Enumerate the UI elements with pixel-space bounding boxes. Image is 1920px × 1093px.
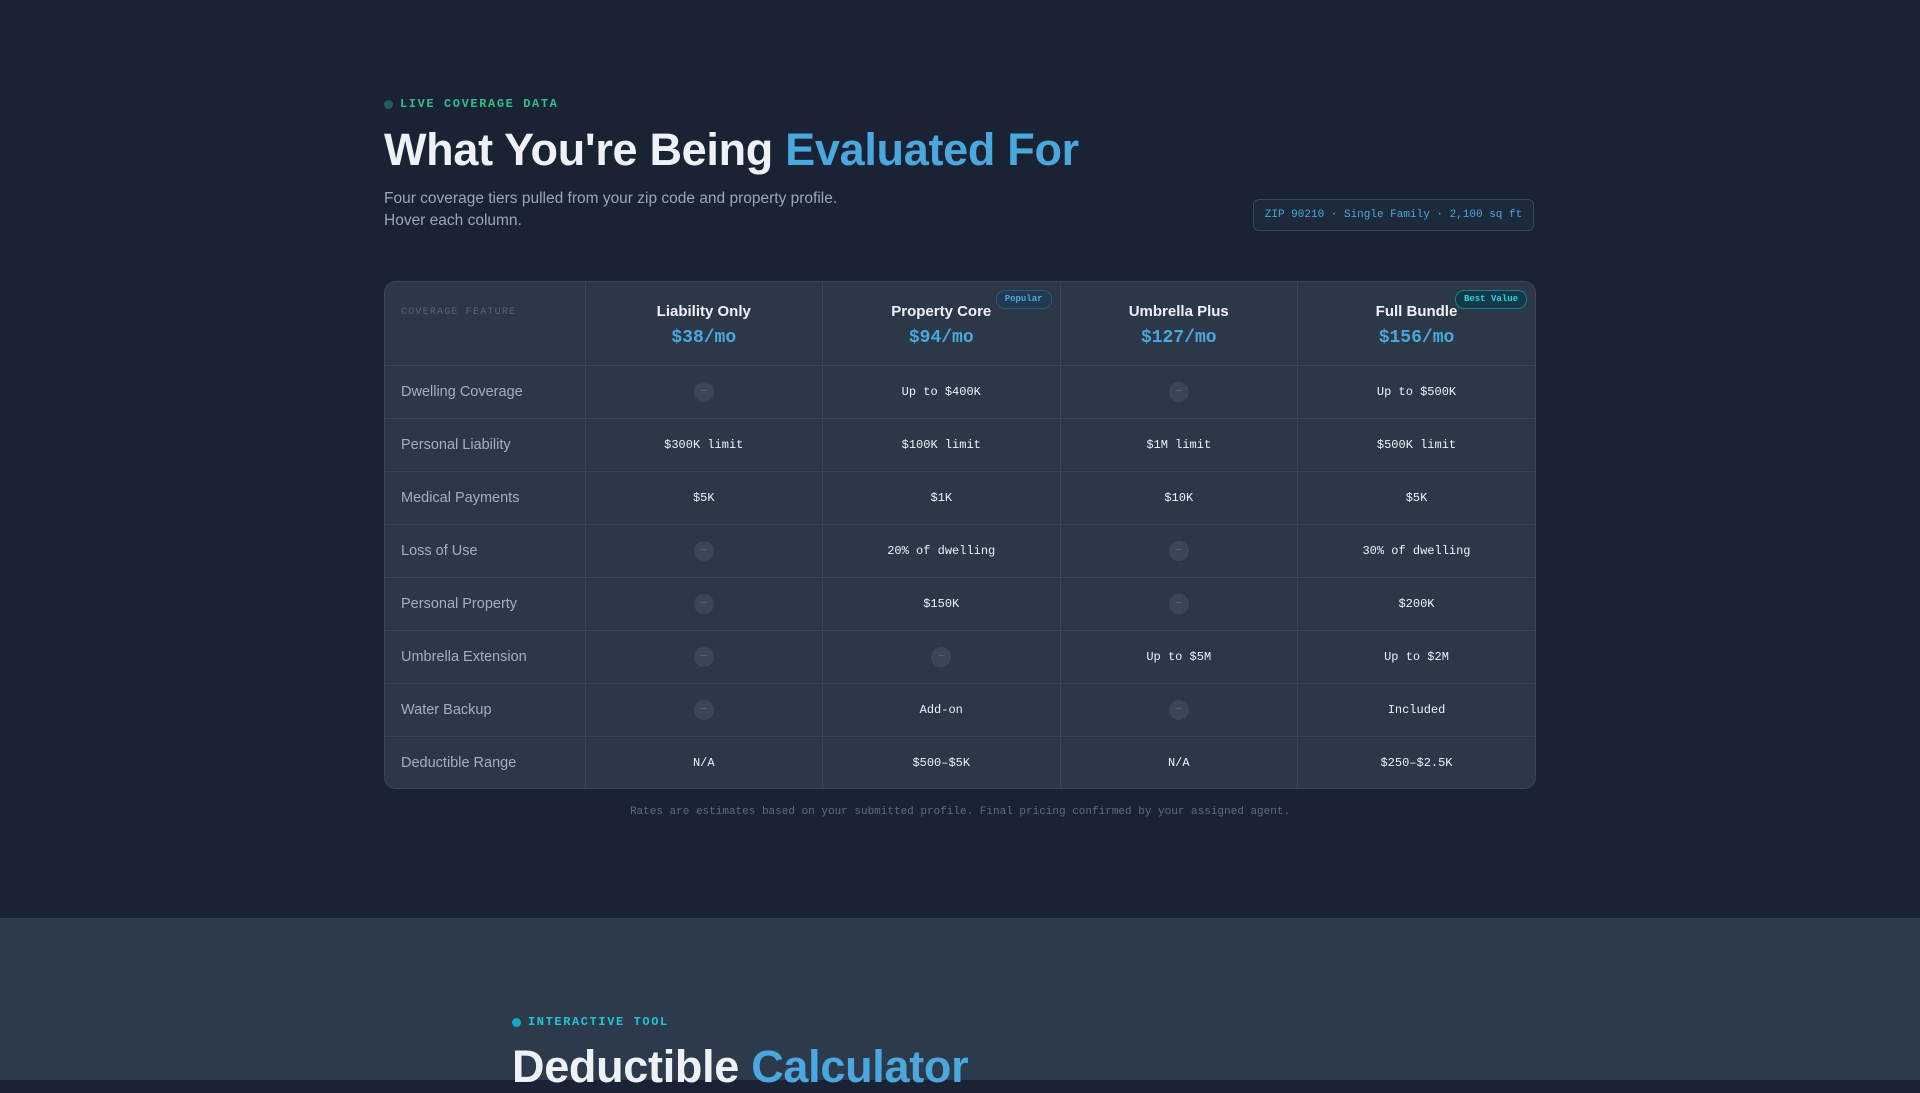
coverage-section: LIVE COVERAGE DATA What You're Being Eva…	[384, 97, 1536, 818]
dash-icon: —	[931, 646, 952, 667]
coverage-cell: $1M limit	[1060, 418, 1298, 472]
coverage-cell: $250–$2.5K	[1380, 755, 1453, 770]
coverage-cell: $5K	[1297, 471, 1535, 525]
coverage-cell: —	[585, 524, 823, 578]
table-row: Loss of Use — 20% of dwelling — 30% of dwell…	[385, 524, 1535, 578]
table-header-row: COVERAGE FEATURE Liability Only $38/mo P…	[385, 282, 1535, 366]
tier-price: $156/mo	[1378, 327, 1455, 348]
tier-price: $127/mo	[1140, 327, 1217, 348]
coverage-cell: $10K	[1060, 471, 1298, 525]
coverage-cell: $150K	[822, 577, 1061, 631]
dash-icon: —	[693, 646, 714, 667]
table-row: Medical Payments $5K $1K $10K $5K	[385, 471, 1535, 525]
tier-column-umbrella-plus[interactable]: Umbrella Plus $127/mo	[1060, 282, 1298, 366]
table-row: Umbrella Extension — — Up to $5M Up to $2M	[385, 630, 1535, 684]
coverage-cell: N/A	[1060, 736, 1298, 788]
coverage-cell: Up to $400K	[822, 365, 1061, 419]
dash-icon: —	[1168, 699, 1189, 720]
live-coverage-eyebrow: LIVE COVERAGE DATA	[384, 97, 558, 111]
coverage-comparison-table: COVERAGE FEATURE Liability Only $38/mo P…	[384, 281, 1536, 789]
coverage-cell: —	[1060, 683, 1298, 737]
coverage-cell: Included	[1297, 683, 1535, 737]
calculator-title: Deductible Calculator	[512, 1041, 969, 1093]
feature-label: Deductible Range	[385, 736, 586, 788]
title-main: What You're Being	[384, 124, 786, 175]
tier-price: $94/mo	[908, 327, 974, 348]
coverage-cell: —	[1060, 365, 1298, 419]
tier-column-full-bundle[interactable]: Best Value Full Bundle $156/mo	[1297, 282, 1535, 366]
pricing-footnote: Rates are estimates based on your submit…	[629, 806, 1291, 818]
coverage-cell: —	[585, 365, 823, 419]
feature-label: Medical Payments	[385, 471, 586, 525]
table-row: Deductible Range N/A $500–$5K N/A $250–$2.5K	[385, 736, 1535, 788]
coverage-cell: $300K limit	[585, 418, 823, 472]
title-accent: Evaluated For	[785, 124, 1079, 175]
coverage-cell: Add-on	[822, 683, 1061, 737]
coverage-cell: Up to $2M	[1297, 630, 1535, 684]
coverage-cell: $5K	[585, 471, 823, 525]
tier-column-property-core[interactable]: Popular Property Core $94/mo	[822, 282, 1061, 366]
feature-label: Loss of Use	[385, 524, 586, 578]
coverage-cell: $100K limit	[822, 418, 1061, 472]
title-main: Deductible	[512, 1041, 752, 1092]
coverage-cell: Up to $5M	[1060, 630, 1298, 684]
eyebrow-label: INTERACTIVE TOOL	[528, 1015, 669, 1029]
coverage-cell: —	[585, 577, 823, 631]
dash-icon: —	[693, 699, 714, 720]
tool-dot-icon	[512, 1017, 521, 1027]
table-row: Personal Liability $300K limit $100K limit…	[385, 418, 1535, 472]
tier-column-liability-only[interactable]: Liability Only $38/mo	[585, 282, 823, 366]
coverage-cell: N/A	[585, 736, 823, 788]
feature-label: Personal Property	[385, 577, 586, 631]
coverage-cell: 30% of dwelling	[1297, 524, 1535, 578]
coverage-cell: —	[1060, 577, 1298, 631]
calculator-section	[0, 918, 1920, 1080]
interactive-tool-eyebrow: INTERACTIVE TOOL	[512, 1015, 669, 1029]
coverage-cell: —	[822, 630, 1061, 684]
eyebrow-label: LIVE COVERAGE DATA	[400, 97, 559, 111]
page-subtitle: Four coverage tiers pulled from your zip…	[384, 188, 904, 232]
feature-label: Umbrella Extension	[385, 630, 586, 684]
property-profile-chip: ZIP 90210 · Single Family · 2,100 sq ft	[1253, 199, 1534, 231]
coverage-cell: —	[585, 630, 823, 684]
coverage-cell: Up to $500K	[1297, 365, 1535, 419]
table-row: Personal Property — $150K — $200K	[385, 577, 1535, 631]
feature-label: Dwelling Coverage	[385, 365, 586, 419]
popular-badge: Popular	[995, 290, 1052, 309]
coverage-cell: —	[1060, 524, 1298, 578]
dash-icon: —	[693, 593, 714, 614]
tier-name: Liability Only	[656, 302, 751, 320]
coverage-cell: $200K	[1297, 577, 1535, 631]
tier-name: Property Core	[891, 302, 992, 320]
feature-label: Water Backup	[385, 683, 586, 737]
dash-icon: —	[1168, 381, 1189, 402]
best-value-badge: Best Value	[1454, 290, 1527, 309]
dash-icon: —	[1168, 540, 1189, 561]
table-row: Water Backup — Add-on — Included	[385, 683, 1535, 737]
dash-icon: —	[693, 540, 714, 561]
coverage-cell: $500K limit	[1297, 418, 1535, 472]
feature-column-header: COVERAGE FEATURE	[385, 282, 586, 366]
coverage-cell: —	[585, 683, 823, 737]
page-title: What You're Being Evaluated For	[384, 124, 1079, 176]
dash-icon: —	[1168, 593, 1189, 614]
coverage-cell: $1K	[822, 471, 1061, 525]
tier-name: Full Bundle	[1375, 302, 1458, 320]
coverage-cell: 20% of dwelling	[822, 524, 1061, 578]
dash-icon: —	[693, 381, 714, 402]
table-row: Dwelling Coverage — Up to $400K — Up to $500…	[385, 365, 1535, 419]
tier-name: Umbrella Plus	[1128, 302, 1229, 320]
coverage-cell: $500–$5K	[822, 736, 1061, 788]
live-dot-icon	[384, 99, 393, 109]
tier-price: $38/mo	[671, 327, 737, 348]
subtitle-line-2: Hover each column.	[384, 212, 522, 229]
feature-label: Personal Liability	[385, 418, 586, 472]
title-accent: Calculator	[751, 1041, 969, 1092]
subtitle-line-1: Four coverage tiers pulled from your zip…	[384, 190, 838, 207]
